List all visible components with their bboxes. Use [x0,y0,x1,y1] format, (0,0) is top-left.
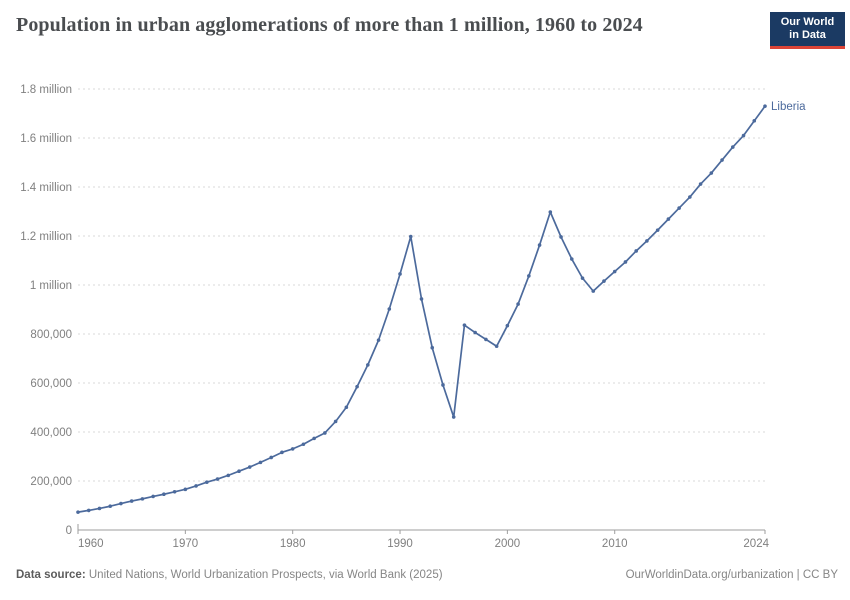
owid-logo-line2: in Data [789,29,826,41]
data-point[interactable] [119,501,123,506]
data-point[interactable] [494,344,499,349]
data-point[interactable] [645,239,649,243]
data-source-text: United Nations, World Urbanization Prosp… [85,569,443,581]
data-point[interactable] [194,484,198,488]
data-point[interactable] [398,272,402,276]
data-point[interactable] [688,195,692,199]
y-axis-label: 800,000 [30,329,72,341]
data-point[interactable] [387,307,392,311]
data-point[interactable] [333,419,338,424]
data-point[interactable] [666,217,671,221]
data-point[interactable] [215,477,220,481]
data-point[interactable] [548,210,553,214]
y-axis-label: 1.2 million [20,231,72,243]
data-point[interactable] [140,497,145,501]
y-axis-label: 600,000 [30,378,72,390]
data-point[interactable] [655,228,660,232]
y-axis-label: 400,000 [30,427,72,439]
data-point[interactable] [591,289,596,293]
attribution-link[interactable]: OurWorldinData.org/urbanization | CC BY [625,569,838,581]
data-point[interactable] [709,171,714,175]
data-point[interactable] [602,279,606,283]
data-point[interactable] [763,104,767,108]
data-point[interactable] [473,330,477,335]
data-point[interactable] [537,243,542,247]
data-point[interactable] [86,508,91,513]
x-axis-label: 1960 [78,538,104,550]
data-line[interactable] [77,105,766,513]
series-label[interactable]: Liberia [771,101,806,113]
x-axis-label: 2024 [743,538,769,550]
y-axis-label: 200,000 [30,476,72,488]
data-point[interactable] [527,274,531,278]
data-point[interactable] [559,235,563,239]
data-point[interactable] [752,119,757,123]
data-point[interactable] [366,363,370,367]
data-point[interactable] [129,499,134,503]
data-point[interactable] [408,234,413,239]
data-point[interactable] [269,455,274,460]
y-axis-label: 1.4 million [20,182,72,194]
data-point[interactable] [290,447,295,451]
data-point[interactable] [462,323,467,327]
data-point[interactable] [162,492,166,497]
data-point[interactable] [344,405,349,410]
data-point[interactable] [730,145,735,149]
data-point[interactable] [634,249,638,253]
x-axis-label: 1990 [387,538,413,550]
data-point[interactable] [441,383,445,387]
x-axis-label: 2010 [602,538,628,550]
y-axis-label: 1.6 million [20,133,72,145]
data-point[interactable] [451,415,456,419]
data-source-label: Data source: [16,569,86,581]
data-point[interactable] [623,260,628,264]
data-point[interactable] [419,297,424,301]
data-point[interactable] [355,384,359,389]
data-point[interactable] [516,302,520,306]
y-axis-label: 0 [66,525,72,537]
data-point[interactable] [580,276,585,280]
data-point[interactable] [741,133,746,138]
owid-logo-line1: Our World [780,16,835,28]
data-point[interactable] [258,460,263,465]
data-point[interactable] [151,494,155,499]
data-point[interactable] [247,465,252,469]
data-point[interactable] [612,269,617,274]
data-point[interactable] [505,323,510,328]
x-axis-label: 1980 [280,538,306,550]
data-point[interactable] [569,257,574,261]
data-point[interactable] [323,431,327,435]
data-point[interactable] [205,480,209,485]
data-point[interactable] [172,489,177,494]
data-point[interactable] [484,337,488,342]
data-point[interactable] [720,158,724,162]
chart-title: Population in urban agglomerations of mo… [16,14,643,36]
data-point[interactable] [76,510,80,514]
data-source-note: Data source: United Nations, World Urban… [16,569,443,581]
data-point[interactable] [183,487,188,492]
data-point[interactable] [698,182,703,186]
data-point[interactable] [301,442,306,447]
y-axis-label: 1.8 million [20,84,72,96]
data-point[interactable] [280,450,284,455]
data-point[interactable] [226,473,231,478]
data-point[interactable] [97,506,102,511]
owid-logo[interactable]: Our World in Data [770,12,845,49]
x-axis-label: 1970 [173,538,199,550]
data-point[interactable] [108,504,113,509]
y-axis-label: 1 million [30,280,72,292]
data-point[interactable] [312,436,316,441]
data-point[interactable] [376,338,381,342]
data-point[interactable] [677,206,681,210]
data-point[interactable] [237,469,241,474]
x-axis-label: 2000 [495,538,521,550]
data-point[interactable] [430,345,435,350]
